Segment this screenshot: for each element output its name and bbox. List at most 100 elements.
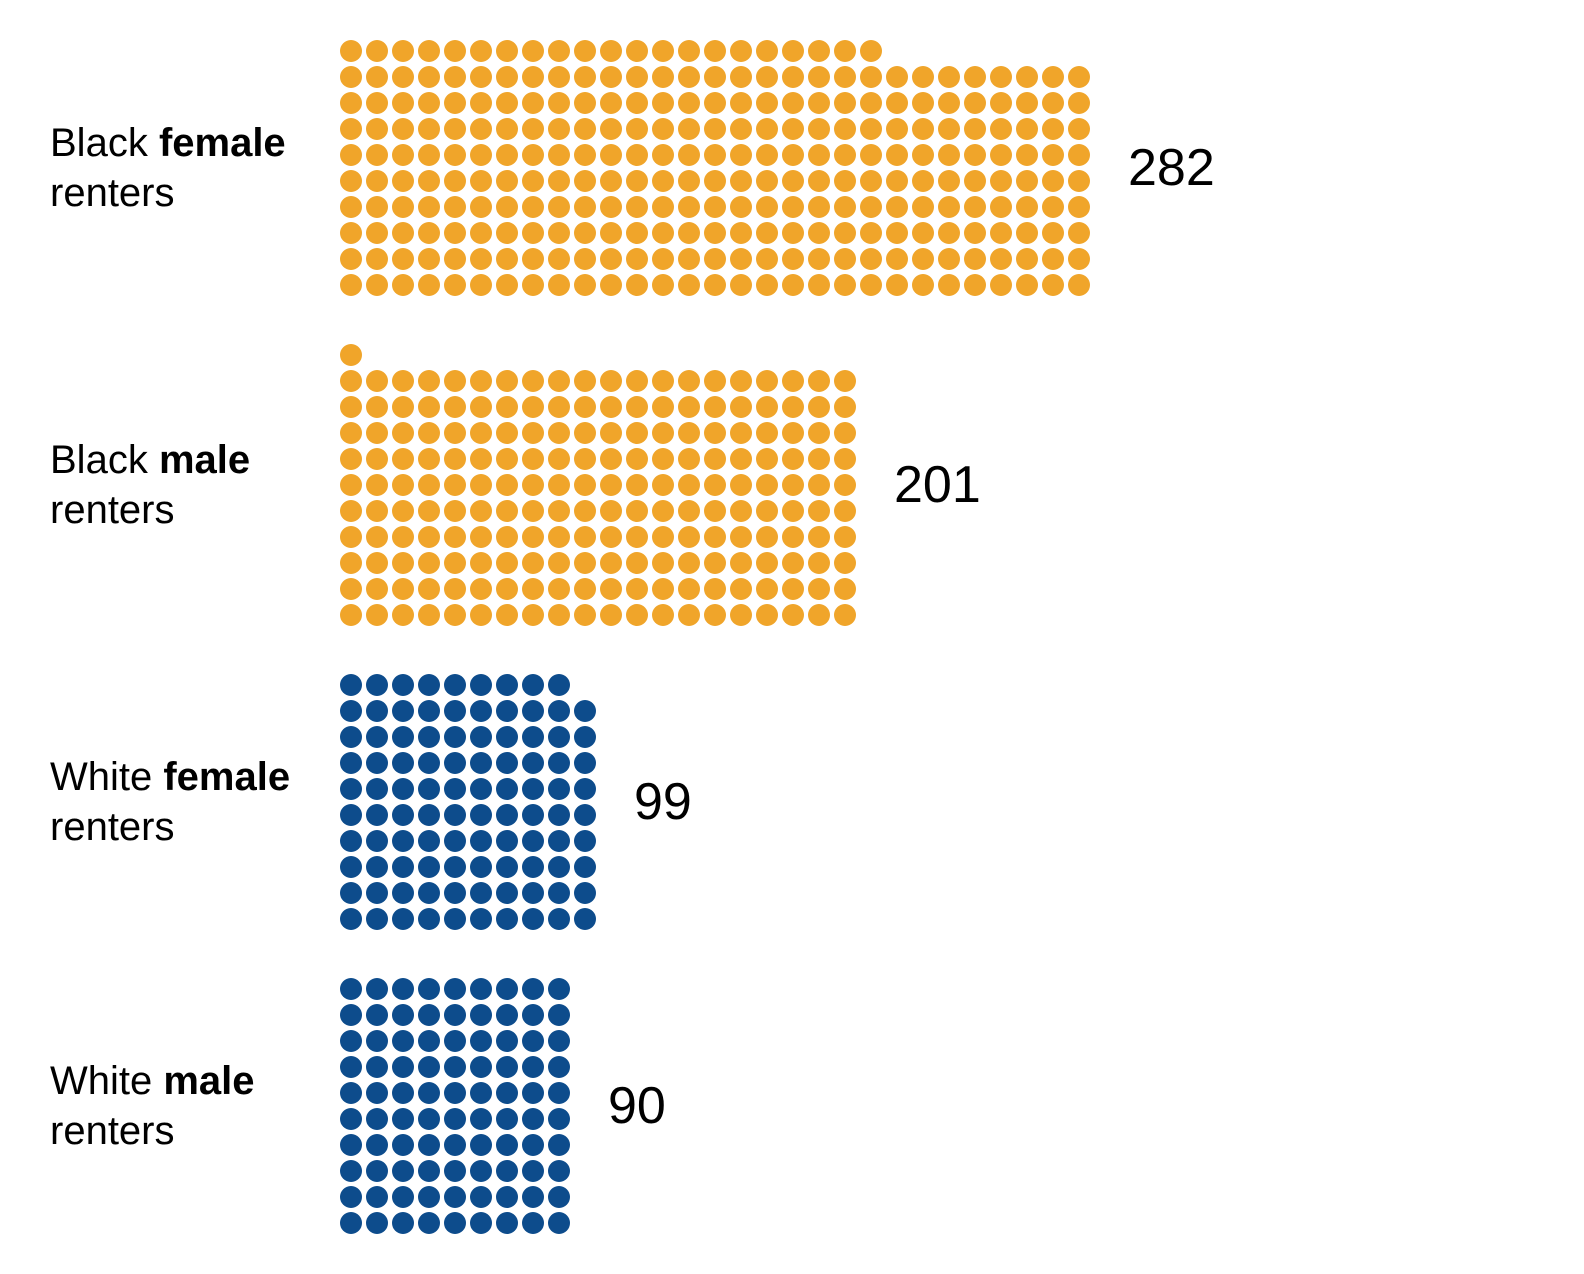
row-label: Black femalerenters: [50, 118, 340, 218]
dot: [652, 248, 674, 270]
dot: [678, 66, 700, 88]
dot: [704, 396, 726, 418]
dot: [470, 526, 492, 548]
dot: [574, 726, 596, 748]
dot: [522, 1186, 544, 1208]
dot: [522, 804, 544, 826]
dot: [1068, 170, 1090, 192]
dot: [444, 700, 466, 722]
dot: [626, 92, 648, 114]
dot: [418, 804, 440, 826]
label-suffix: renters: [50, 488, 175, 532]
dot: [678, 170, 700, 192]
dot: [444, 1134, 466, 1156]
dot: [522, 370, 544, 392]
dot: [626, 604, 648, 626]
dot: [834, 422, 856, 444]
dot: [418, 552, 440, 574]
dot-row: [340, 856, 596, 878]
dot: [392, 1004, 414, 1026]
dot: [366, 1030, 388, 1052]
dot: [470, 578, 492, 600]
dot: [470, 1004, 492, 1026]
dot: [730, 144, 752, 166]
dot: [392, 604, 414, 626]
dot: [496, 170, 518, 192]
dot: [392, 1160, 414, 1182]
dot: [704, 578, 726, 600]
dot: [652, 144, 674, 166]
dot: [340, 578, 362, 600]
dot: [470, 170, 492, 192]
dot: [392, 448, 414, 470]
dot: [1068, 196, 1090, 218]
dot: [496, 804, 518, 826]
dot: [652, 500, 674, 522]
dot: [938, 248, 960, 270]
dot: [522, 604, 544, 626]
dot-row: [340, 804, 596, 826]
dot: [574, 448, 596, 470]
dot: [340, 448, 362, 470]
dot: [444, 1004, 466, 1026]
dot: [366, 500, 388, 522]
dot-row: [340, 222, 1090, 244]
dot: [574, 752, 596, 774]
dot: [626, 552, 648, 574]
dot: [626, 66, 648, 88]
dot: [1068, 118, 1090, 140]
dot: [938, 274, 960, 296]
dot: [678, 196, 700, 218]
dot: [522, 222, 544, 244]
dot: [834, 604, 856, 626]
dot: [652, 604, 674, 626]
dot: [496, 830, 518, 852]
dot-row: [340, 778, 596, 800]
dot: [1042, 118, 1064, 140]
dot: [834, 40, 856, 62]
dot: [938, 118, 960, 140]
dot: [990, 92, 1012, 114]
dot: [678, 248, 700, 270]
label-suffix: renters: [50, 805, 175, 849]
dot: [470, 882, 492, 904]
dot: [522, 578, 544, 600]
dot: [704, 144, 726, 166]
dot: [418, 1212, 440, 1234]
dot-row: [340, 144, 1090, 166]
dot: [444, 1186, 466, 1208]
dot: [756, 448, 778, 470]
dot: [496, 856, 518, 878]
dot: [574, 578, 596, 600]
dot: [522, 118, 544, 140]
dot: [626, 370, 648, 392]
dot: [496, 500, 518, 522]
dot: [574, 474, 596, 496]
dot: [652, 118, 674, 140]
dots-wrap: 90: [340, 978, 666, 1234]
dot: [496, 882, 518, 904]
dot: [600, 274, 622, 296]
dot: [340, 552, 362, 574]
dot: [418, 526, 440, 548]
dot: [652, 552, 674, 574]
label-prefix: Black: [50, 438, 159, 482]
dot: [600, 222, 622, 244]
dot: [782, 526, 804, 548]
dot: [626, 196, 648, 218]
dot-row: [340, 344, 856, 366]
dot: [470, 1212, 492, 1234]
dot: [782, 40, 804, 62]
dot: [470, 448, 492, 470]
dot: [756, 578, 778, 600]
dot: [548, 1056, 570, 1078]
dot: [470, 978, 492, 1000]
dot: [418, 1108, 440, 1130]
dot: [678, 92, 700, 114]
dot: [340, 370, 362, 392]
dot-row: [340, 1082, 570, 1104]
dot: [782, 422, 804, 444]
dot: [600, 370, 622, 392]
dot: [1016, 170, 1038, 192]
dot: [340, 144, 362, 166]
